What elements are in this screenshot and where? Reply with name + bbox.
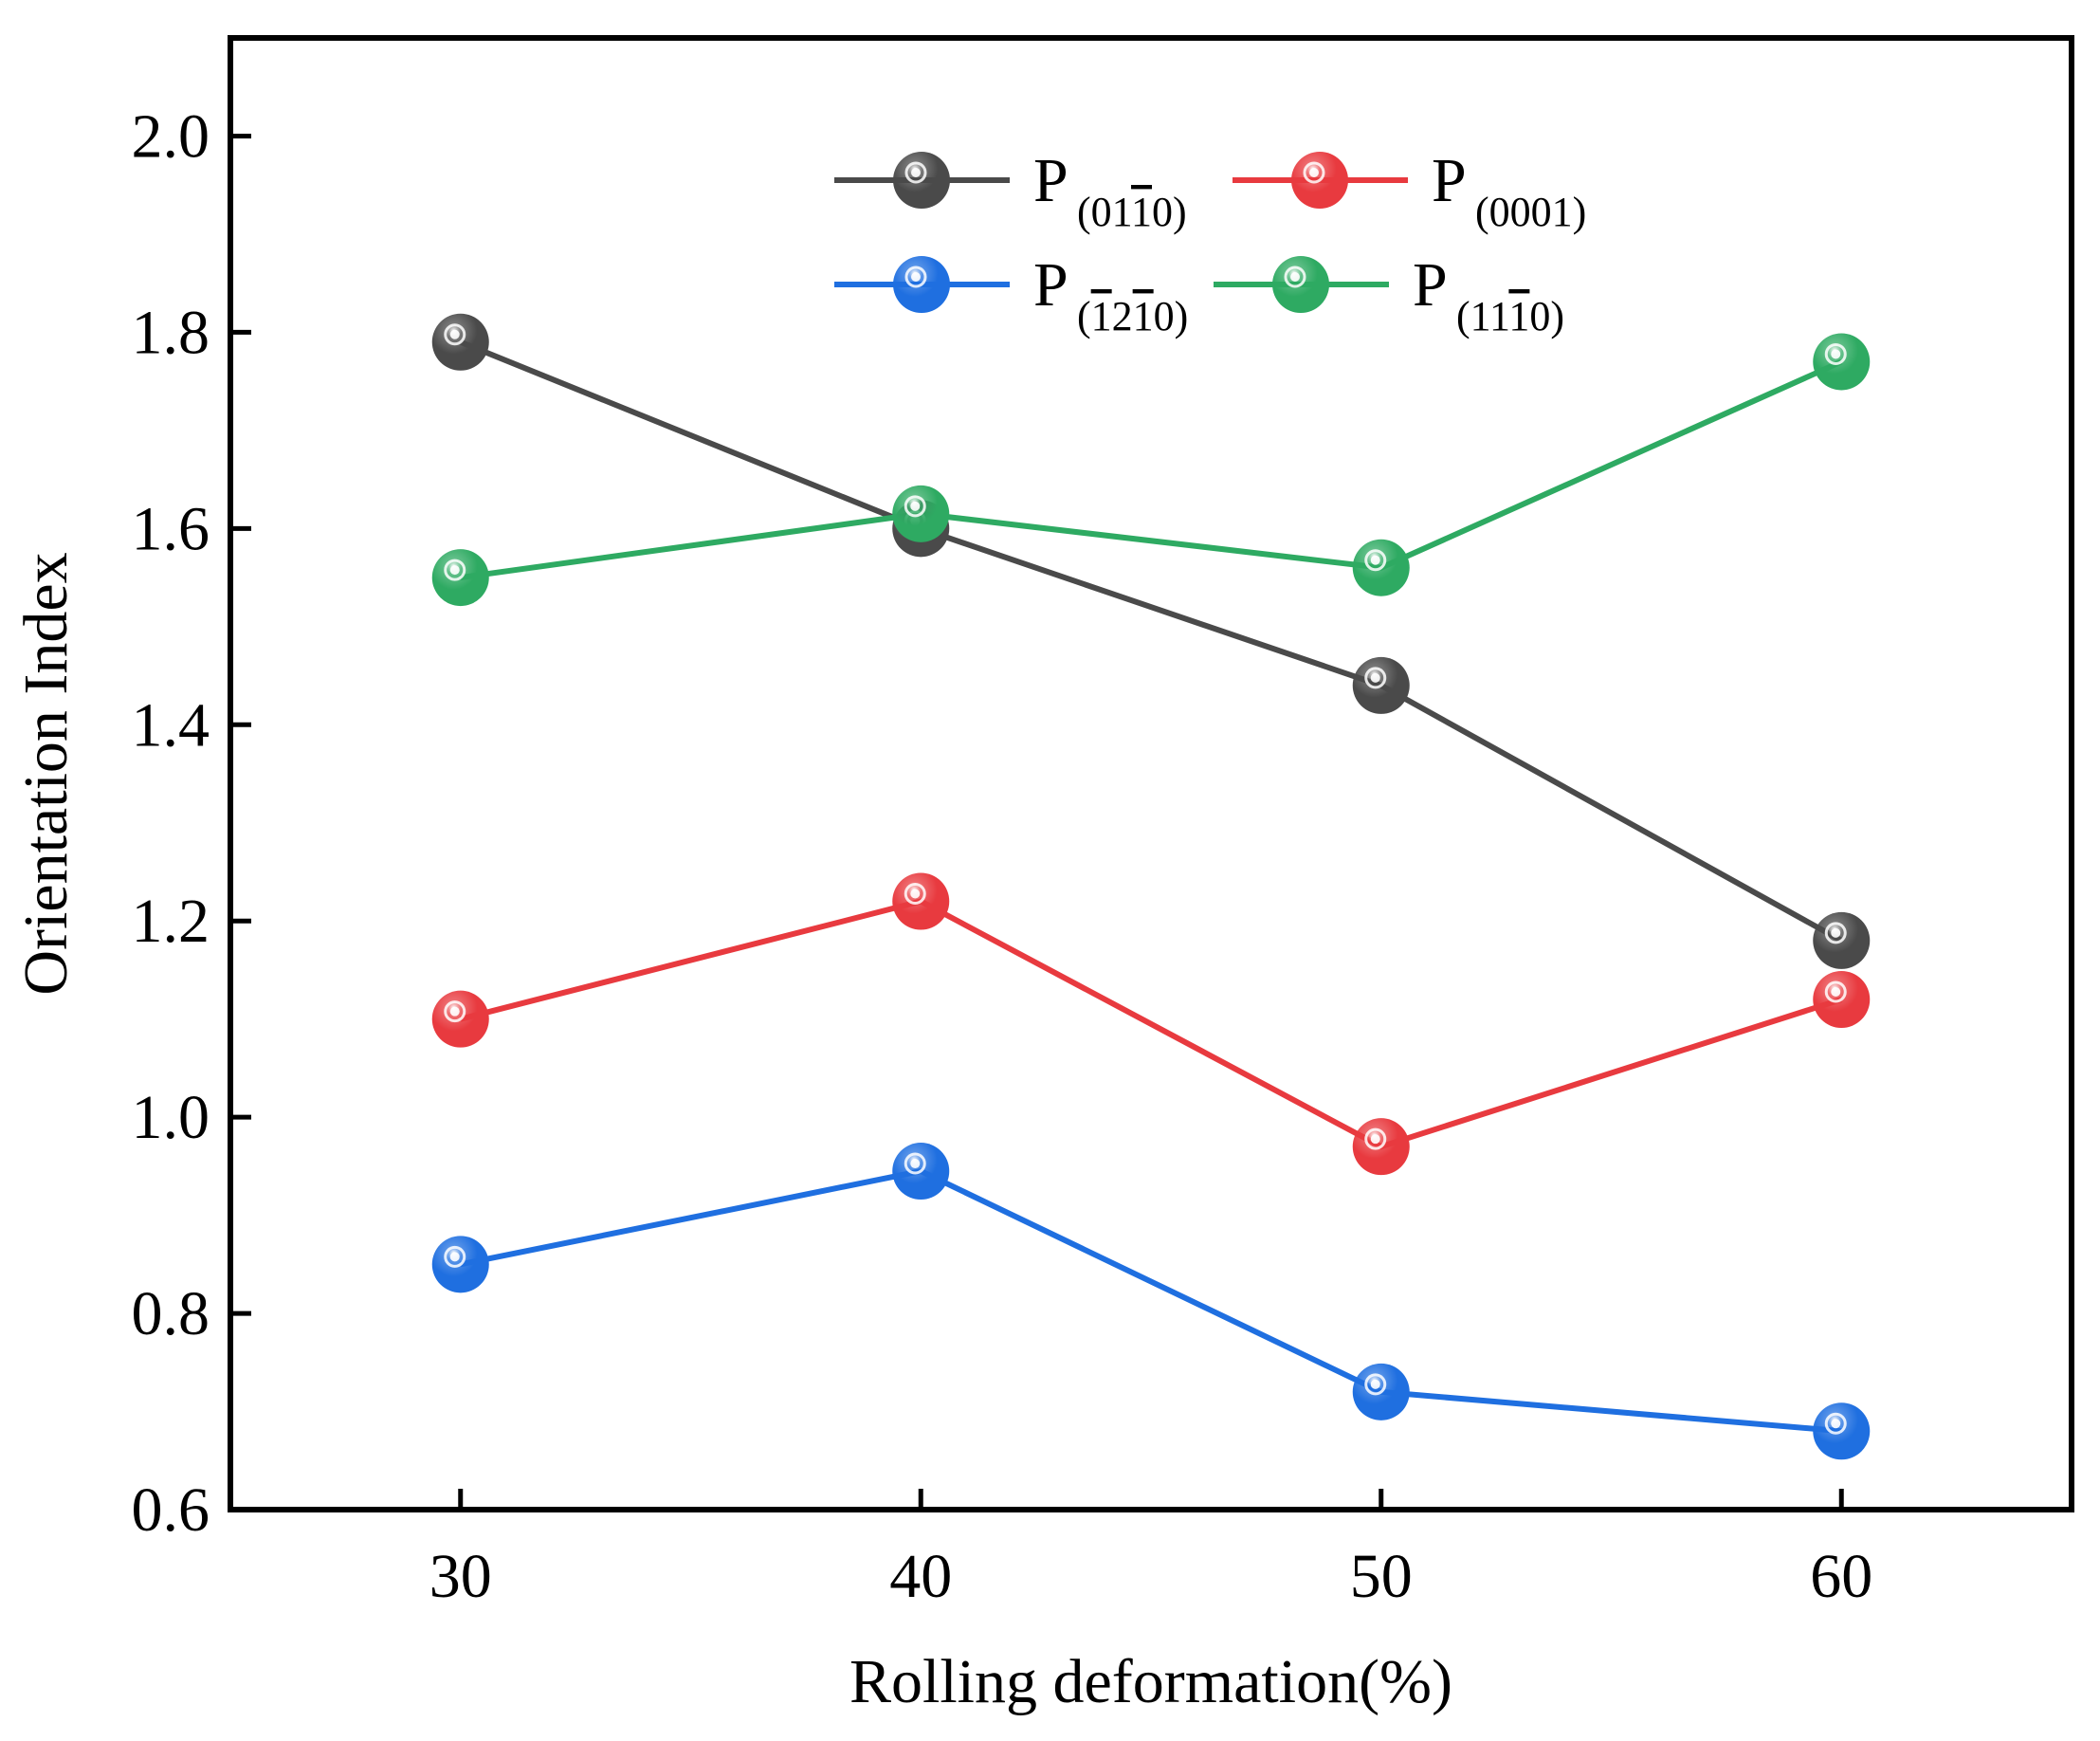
data-point-s1210: [892, 1143, 950, 1200]
y-tick-label: 1.2: [132, 887, 210, 956]
marker-highlight-ring: [1284, 266, 1306, 288]
legend-label: P: [1033, 146, 1068, 215]
data-point-s1110: [431, 549, 489, 607]
data-point-s0001: [431, 990, 489, 1048]
marker-highlight-ring: [444, 323, 466, 346]
x-tick-label: 60: [1810, 1542, 1872, 1611]
y-tick-label: 1.6: [132, 494, 210, 563]
legend-label: P: [1413, 250, 1448, 320]
marker-highlight-ring: [1824, 922, 1847, 944]
marker-highlight: [1831, 927, 1841, 938]
marker-highlight-ring: [1364, 549, 1387, 572]
legend-subscript: (1210): [1077, 293, 1188, 339]
marker-highlight-ring: [1364, 1127, 1387, 1150]
marker-highlight: [910, 1159, 921, 1169]
marker-highlight: [1370, 1379, 1380, 1389]
y-tick-label: 0.6: [132, 1475, 210, 1545]
legend-item-s0001: P (0001): [1233, 146, 1586, 235]
marker-highlight: [449, 329, 460, 339]
y-tick-label: 2.0: [132, 101, 210, 171]
marker-highlight-ring: [904, 266, 927, 288]
legend-item-s0110: P (0110): [834, 146, 1187, 235]
marker-highlight: [1370, 672, 1380, 683]
marker-highlight: [911, 168, 921, 177]
x-tick-label: 30: [429, 1542, 492, 1611]
marker-highlight: [449, 1252, 460, 1262]
x-axis-title: Rolling deformation(%): [849, 1647, 1452, 1716]
marker-highlight-ring: [1824, 980, 1847, 1003]
marker-highlight-ring: [904, 161, 927, 184]
marker-highlight: [1290, 272, 1300, 282]
legend-item-s1110: P (1110): [1214, 250, 1564, 339]
marker-highlight-ring: [1364, 1373, 1387, 1396]
marker-highlight-ring: [1303, 161, 1325, 184]
marker-highlight-ring: [1364, 667, 1387, 689]
legend-subscript: (0110): [1077, 189, 1187, 235]
data-point-s0110: [1352, 656, 1410, 714]
legend-label: P: [1033, 250, 1068, 320]
marker-highlight: [910, 501, 921, 511]
marker-highlight-ring: [444, 559, 466, 581]
series-line-s0001: [460, 898, 1843, 1150]
marker-highlight: [449, 565, 460, 576]
marker-highlight: [1831, 986, 1841, 997]
legend-marker: [1272, 256, 1329, 313]
marker-highlight: [1831, 1419, 1841, 1429]
data-point-s0001: [1352, 1118, 1410, 1176]
marker-highlight: [911, 272, 921, 282]
legend-subscript: (0001): [1475, 189, 1586, 235]
legend-label: P: [1432, 146, 1467, 215]
marker-highlight-ring: [904, 883, 926, 906]
marker-highlight: [1309, 168, 1319, 177]
data-point-s0001: [892, 872, 950, 930]
legend-item-s1210: P (1210): [834, 250, 1188, 339]
x-tick-label: 50: [1350, 1542, 1413, 1611]
marker-highlight-ring: [444, 1000, 466, 1023]
marker-highlight-ring: [1824, 342, 1847, 365]
series-line-s1110: [460, 358, 1843, 581]
data-point-s1110: [892, 485, 950, 542]
marker-highlight: [1370, 555, 1380, 565]
data-point-s1110: [1352, 539, 1410, 596]
marker-highlight-ring: [904, 495, 926, 518]
y-axis-title: Orientation Index: [11, 552, 81, 995]
data-point-s0110: [431, 313, 489, 371]
data-point-s0001: [1813, 970, 1871, 1028]
legend-marker: [893, 256, 950, 313]
y-tick-label: 1.8: [132, 298, 210, 367]
marker-highlight-ring: [1824, 1412, 1847, 1435]
data-point-s1210: [1352, 1363, 1410, 1420]
y-tick-label: 1.0: [132, 1083, 210, 1152]
marker-highlight-ring: [904, 1152, 926, 1175]
marker-highlight: [1831, 349, 1841, 359]
marker-highlight: [910, 889, 921, 899]
data-point-s0110: [1813, 911, 1871, 969]
series-line-s0110: [459, 339, 1843, 944]
data-point-s1210: [1813, 1402, 1871, 1460]
plot-frame: [228, 35, 2074, 1512]
x-tick-label: 40: [889, 1542, 952, 1611]
marker-highlight-ring: [444, 1245, 466, 1268]
series-line-s1210: [460, 1167, 1842, 1435]
marker-highlight: [1370, 1134, 1380, 1145]
legend-marker: [893, 152, 950, 209]
y-tick-label: 1.4: [132, 690, 210, 760]
data-point-s1210: [431, 1236, 489, 1293]
data-point-s1110: [1813, 333, 1871, 391]
legend-subscript: (1110): [1456, 293, 1564, 339]
y-tick-label: 0.8: [132, 1279, 210, 1348]
legend-marker: [1291, 152, 1348, 209]
marker-highlight: [449, 1006, 460, 1017]
